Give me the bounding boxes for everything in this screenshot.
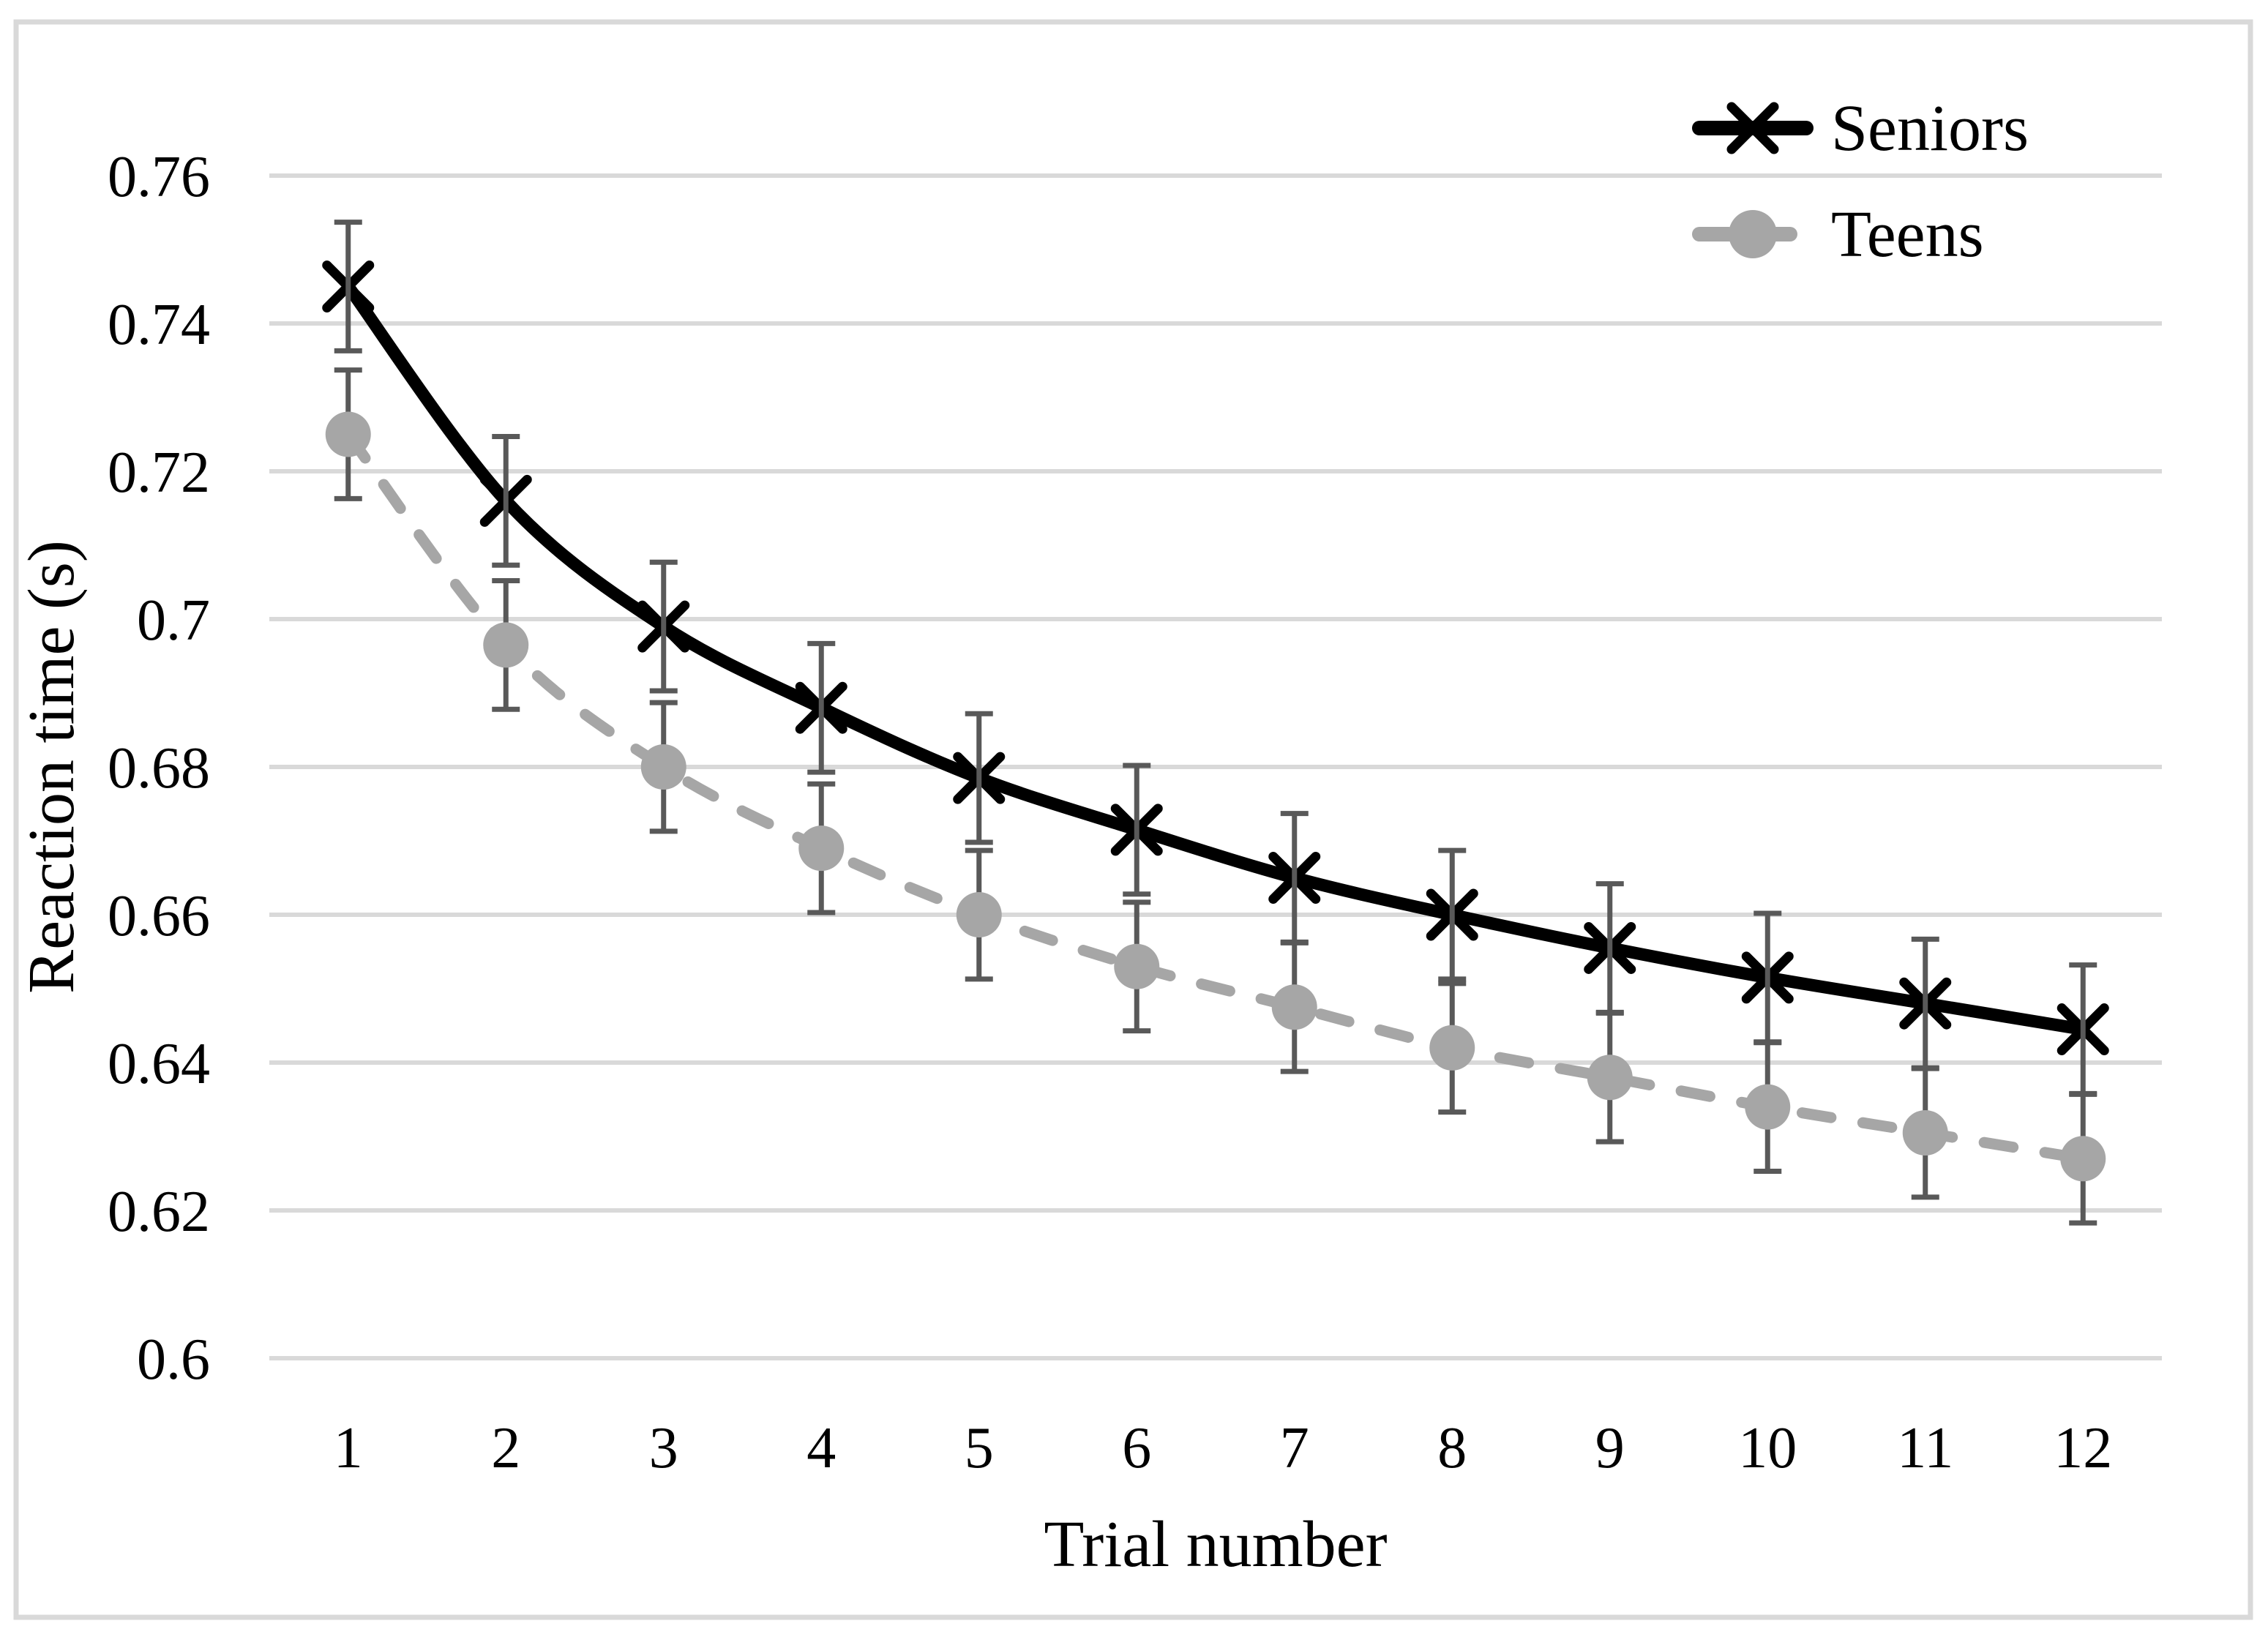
seniors-error-bar (492, 434, 520, 568)
teens-circle-marker-icon (798, 825, 845, 872)
legend-item-seniors: Seniors (1692, 92, 2029, 165)
teens-error-bars (334, 367, 2097, 1226)
legend-item-teens: Teens (1692, 198, 1984, 271)
x-marker-icon (1726, 102, 1779, 154)
teens-circle-marker-icon (640, 744, 686, 790)
x-tick-label: 2 (491, 1416, 520, 1480)
y-axis-tick-labels: 0.76 0.74 0.72 0.7 0.68 0.66 0.64 0.62 0.6 (108, 145, 210, 1392)
seniors-markers (322, 261, 2109, 1056)
seniors-line (342, 280, 2089, 1036)
x-tick-label: 12 (2054, 1416, 2112, 1480)
teens-circle-marker-icon (2060, 1136, 2106, 1182)
x-axis-tick-labels: 1 2 3 4 5 6 7 8 9 10 11 12 (334, 1416, 2113, 1480)
legend: Seniors Teens (1692, 92, 2029, 271)
x-tick-label: 1 (334, 1416, 363, 1480)
x-tick-label: 11 (1897, 1416, 1953, 1480)
teens-circle-marker-icon (1745, 1084, 1791, 1130)
x-tick-label: 3 (649, 1416, 678, 1480)
teens-circle-marker-icon (325, 411, 371, 457)
seniors-error-bar (965, 711, 993, 845)
x-tick-label: 8 (1437, 1416, 1467, 1480)
x-tick-label: 10 (1738, 1416, 1797, 1480)
y-tick-label: 0.66 (108, 884, 210, 948)
legend-label-teens: Teens (1831, 198, 1984, 271)
teens-circle-marker-icon (483, 622, 529, 668)
teens-series-line (343, 429, 2089, 1164)
y-tick-label: 0.72 (108, 441, 210, 505)
seniors-error-bar (807, 640, 836, 775)
teens-circle-marker-icon (1271, 984, 1317, 1030)
teens-circle-marker-icon (1114, 943, 1160, 989)
teens-circle-marker-icon (1587, 1055, 1633, 1101)
seniors-error-bar (649, 559, 678, 694)
y-tick-label: 0.7 (137, 588, 210, 653)
x-tick-label: 6 (1122, 1416, 1151, 1480)
legend-label-seniors: Seniors (1831, 92, 2029, 165)
y-tick-label: 0.68 (108, 736, 210, 801)
x-tick-label: 5 (965, 1416, 994, 1480)
x-tick-label: 7 (1280, 1416, 1309, 1480)
y-tick-label: 0.6 (137, 1327, 210, 1392)
seniors-series-line (342, 280, 2089, 1036)
y-tick-label: 0.76 (108, 145, 210, 209)
teens-line (343, 429, 2089, 1164)
teens-circle-marker-icon (1902, 1109, 1948, 1156)
x-axis-title: Trial number (1044, 1508, 1387, 1581)
circle-marker-icon (1729, 210, 1777, 258)
teens-circle-marker-icon (956, 892, 1002, 937)
y-tick-label: 0.64 (108, 1032, 210, 1096)
seniors-error-bar (1123, 763, 1151, 897)
figure-border (13, 19, 2253, 1620)
x-tick-label: 9 (1595, 1416, 1625, 1480)
teens-circle-marker-icon (1429, 1025, 1475, 1071)
y-axis-title: Reaction time (s) (15, 540, 88, 994)
seniors-error-bar (1438, 847, 1467, 982)
y-tick-label: 0.74 (108, 293, 210, 357)
x-tick-label: 4 (806, 1416, 836, 1480)
teens-markers (325, 411, 2106, 1182)
seniors-error-bar (334, 220, 362, 353)
seniors-error-bars (334, 220, 2097, 1096)
y-tick-label: 0.62 (108, 1180, 210, 1244)
gridlines (269, 173, 2162, 1360)
